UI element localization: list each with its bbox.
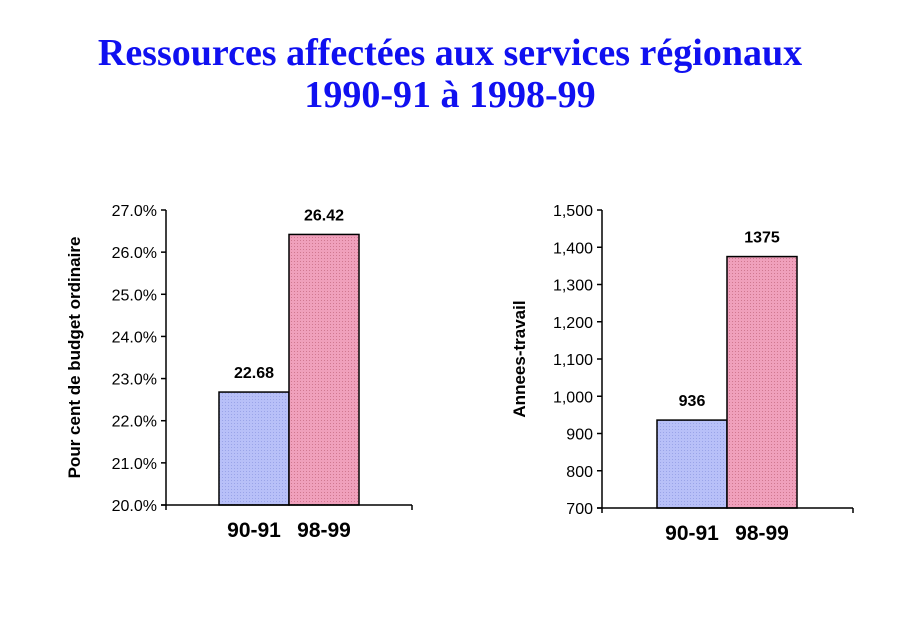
y-axis-label: Annees-travail bbox=[510, 300, 529, 417]
bar-90-91 bbox=[218, 391, 290, 506]
bar-98-99 bbox=[726, 255, 798, 509]
data-label: 22.68 bbox=[234, 365, 274, 382]
bar-90-91 bbox=[656, 419, 728, 509]
x-tick-label: 98-99 bbox=[735, 522, 789, 545]
y-tick-label: 700 bbox=[566, 501, 593, 518]
y-tick-label: 22.0% bbox=[112, 414, 157, 431]
data-label: 26.42 bbox=[304, 207, 344, 224]
y-tick-label: 1,300 bbox=[553, 278, 593, 295]
y-tick-label: 800 bbox=[566, 464, 593, 481]
y-tick-label: 21.0% bbox=[112, 456, 157, 473]
y-tick-label: 20.0% bbox=[112, 498, 157, 515]
data-label: 936 bbox=[679, 393, 706, 410]
y-axis-label: Pour cent de budget ordinaire bbox=[65, 237, 84, 479]
y-tick-label: 26.0% bbox=[112, 245, 157, 262]
chart-title: Ressources affectées aux services région… bbox=[0, 32, 900, 116]
y-tick-label: 27.0% bbox=[112, 203, 157, 220]
y-tick-label: 900 bbox=[566, 427, 593, 444]
x-tick-label: 90-91 bbox=[227, 519, 281, 542]
y-tick-label: 25.0% bbox=[112, 287, 157, 304]
y-tick-label: 1,200 bbox=[553, 315, 593, 332]
y-tick-label: 1,500 bbox=[553, 203, 593, 220]
y-tick-label: 24.0% bbox=[112, 329, 157, 346]
title-line-2: 1990-91 à 1998-99 bbox=[304, 74, 596, 116]
x-tick-label: 90-91 bbox=[665, 522, 719, 545]
x-tick-label: 98-99 bbox=[297, 519, 351, 542]
title-line-1: Ressources affectées aux services région… bbox=[97, 32, 803, 74]
y-tick-label: 1,000 bbox=[553, 389, 593, 406]
y-tick-label: 1,400 bbox=[553, 240, 593, 257]
y-tick-label: 1,100 bbox=[553, 352, 593, 369]
y-tick-label: 23.0% bbox=[112, 372, 157, 389]
bar-98-99 bbox=[288, 233, 360, 506]
data-label: 1375 bbox=[744, 230, 780, 247]
